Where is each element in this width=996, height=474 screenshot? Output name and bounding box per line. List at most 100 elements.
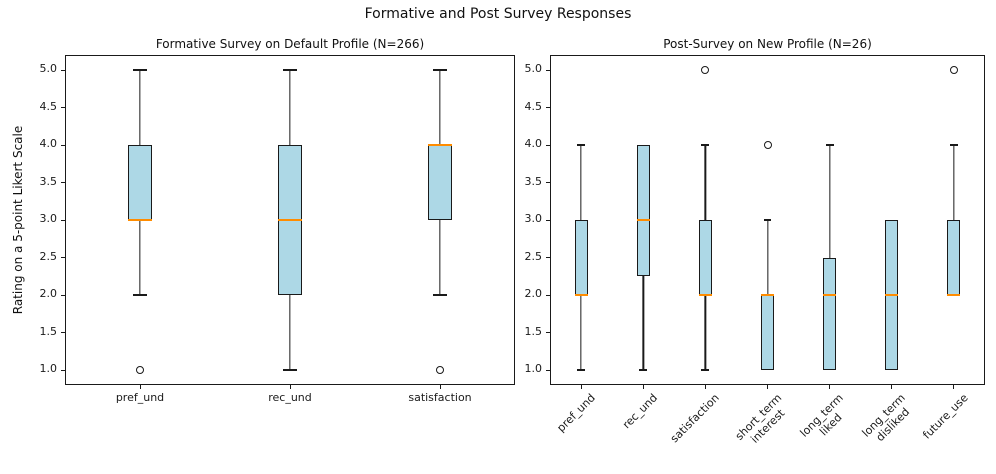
- whisker-low: [580, 295, 582, 370]
- median-line: [278, 219, 302, 221]
- y-tick-mark: [61, 257, 65, 258]
- y-tick-mark: [546, 294, 550, 296]
- x-tick-label: satisfaction: [408, 391, 472, 404]
- whisker-cap-high: [132, 69, 148, 71]
- box: [128, 145, 152, 220]
- median-line: [823, 294, 837, 296]
- outlier-point: [949, 66, 958, 74]
- outlier-point: [436, 366, 444, 374]
- y-tick-label: 1.0: [39, 362, 58, 375]
- y-tick-mark: [546, 369, 550, 371]
- y-tick-mark: [546, 219, 550, 221]
- x-tick-mark: [953, 385, 955, 389]
- x-tick-mark: [289, 385, 291, 389]
- x-tick-mark: [704, 385, 706, 389]
- figure-title: Formative and Post Survey Responses: [364, 6, 632, 22]
- whisker-high: [439, 70, 441, 145]
- whisker-cap-low: [577, 369, 585, 371]
- y-tick-mark: [546, 69, 550, 71]
- outlier-point: [763, 141, 772, 149]
- x-tick-label: pref_und: [554, 391, 598, 435]
- y-tick-mark: [546, 332, 550, 333]
- y-tick-label: 3.5: [524, 174, 543, 188]
- y-tick-label: 4.0: [524, 137, 543, 150]
- median-line: [698, 294, 712, 296]
- y-tick-label: 2.0: [39, 287, 58, 300]
- box: [698, 220, 712, 295]
- y-tick-mark: [61, 182, 65, 183]
- whisker-cap-high: [763, 219, 772, 221]
- median-line: [885, 294, 899, 296]
- x-tick-mark: [642, 385, 644, 389]
- x-tick-mark: [767, 385, 768, 389]
- whisker-cap-high: [432, 69, 448, 71]
- x-tick-label: pref_und: [115, 391, 165, 404]
- x-tick-label: long_term liked: [797, 391, 847, 440]
- box: [823, 257, 837, 370]
- box: [761, 295, 774, 370]
- whisker-cap-high: [950, 144, 958, 146]
- whisker-cap-low: [639, 369, 648, 371]
- y-tick-label: 5.0: [39, 62, 58, 75]
- whisker-high: [139, 70, 141, 145]
- y-tick-mark: [546, 257, 550, 258]
- x-tick-label: future_use: [920, 391, 971, 442]
- whisker-cap-high: [577, 144, 585, 146]
- x-tick-label: short_term interest: [732, 391, 787, 446]
- y-tick-mark: [546, 182, 550, 183]
- y-tick-label: 4.5: [39, 99, 58, 113]
- x-tick-label: satisfaction: [667, 391, 722, 446]
- whisker-high: [289, 70, 291, 145]
- median-line: [761, 294, 774, 296]
- whisker-cap-low: [432, 294, 448, 296]
- y-tick-mark: [61, 144, 65, 146]
- y-tick-label: 3.0: [39, 212, 58, 225]
- y-tick-mark: [61, 332, 65, 333]
- whisker-low: [289, 295, 291, 370]
- x-tick-mark: [139, 385, 141, 389]
- whisker-low: [642, 276, 644, 370]
- whisker-high: [828, 145, 831, 258]
- whisker-low: [139, 220, 141, 295]
- y-tick-label: 2.5: [524, 249, 543, 263]
- whisker-cap-high: [825, 144, 834, 146]
- right-subplot-title: Post-Survey on New Profile (N=26): [663, 37, 872, 51]
- y-tick-mark: [61, 69, 65, 71]
- y-tick-label: 3.5: [39, 174, 58, 188]
- y-tick-label: 4.5: [524, 99, 543, 113]
- whisker-high: [766, 220, 769, 295]
- y-tick-label: 3.0: [524, 212, 543, 225]
- y-tick-label: 2.5: [39, 249, 58, 263]
- box: [947, 220, 961, 295]
- whisker-high: [704, 145, 706, 220]
- x-tick-mark: [829, 385, 831, 389]
- whisker-cap-high: [701, 144, 710, 146]
- outlier-point: [701, 66, 710, 74]
- median-line: [128, 219, 152, 221]
- y-tick-mark: [546, 144, 550, 146]
- box: [636, 145, 650, 277]
- x-tick-mark: [580, 385, 582, 389]
- y-tick-label: 1.5: [524, 324, 543, 338]
- whisker-cap-low: [282, 369, 298, 371]
- y-tick-mark: [61, 219, 65, 221]
- median-line: [947, 294, 961, 296]
- y-tick-label: 2.0: [524, 287, 543, 300]
- y-tick-label: 5.0: [524, 62, 543, 75]
- whisker-low: [439, 220, 441, 295]
- y-tick-label: 4.0: [39, 137, 58, 150]
- y-tick-mark: [61, 294, 65, 296]
- whisker-cap-low: [132, 294, 148, 296]
- x-tick-label: rec_und: [268, 391, 312, 404]
- median-line: [636, 219, 650, 221]
- box: [428, 145, 452, 220]
- outlier-point: [136, 366, 144, 374]
- whisker-cap-high: [282, 69, 298, 71]
- whisker-cap-low: [701, 369, 710, 371]
- y-tick-label: 1.5: [39, 324, 58, 338]
- x-tick-label: long_term disliked: [859, 391, 913, 444]
- median-line: [428, 144, 452, 146]
- y-tick-mark: [546, 107, 550, 108]
